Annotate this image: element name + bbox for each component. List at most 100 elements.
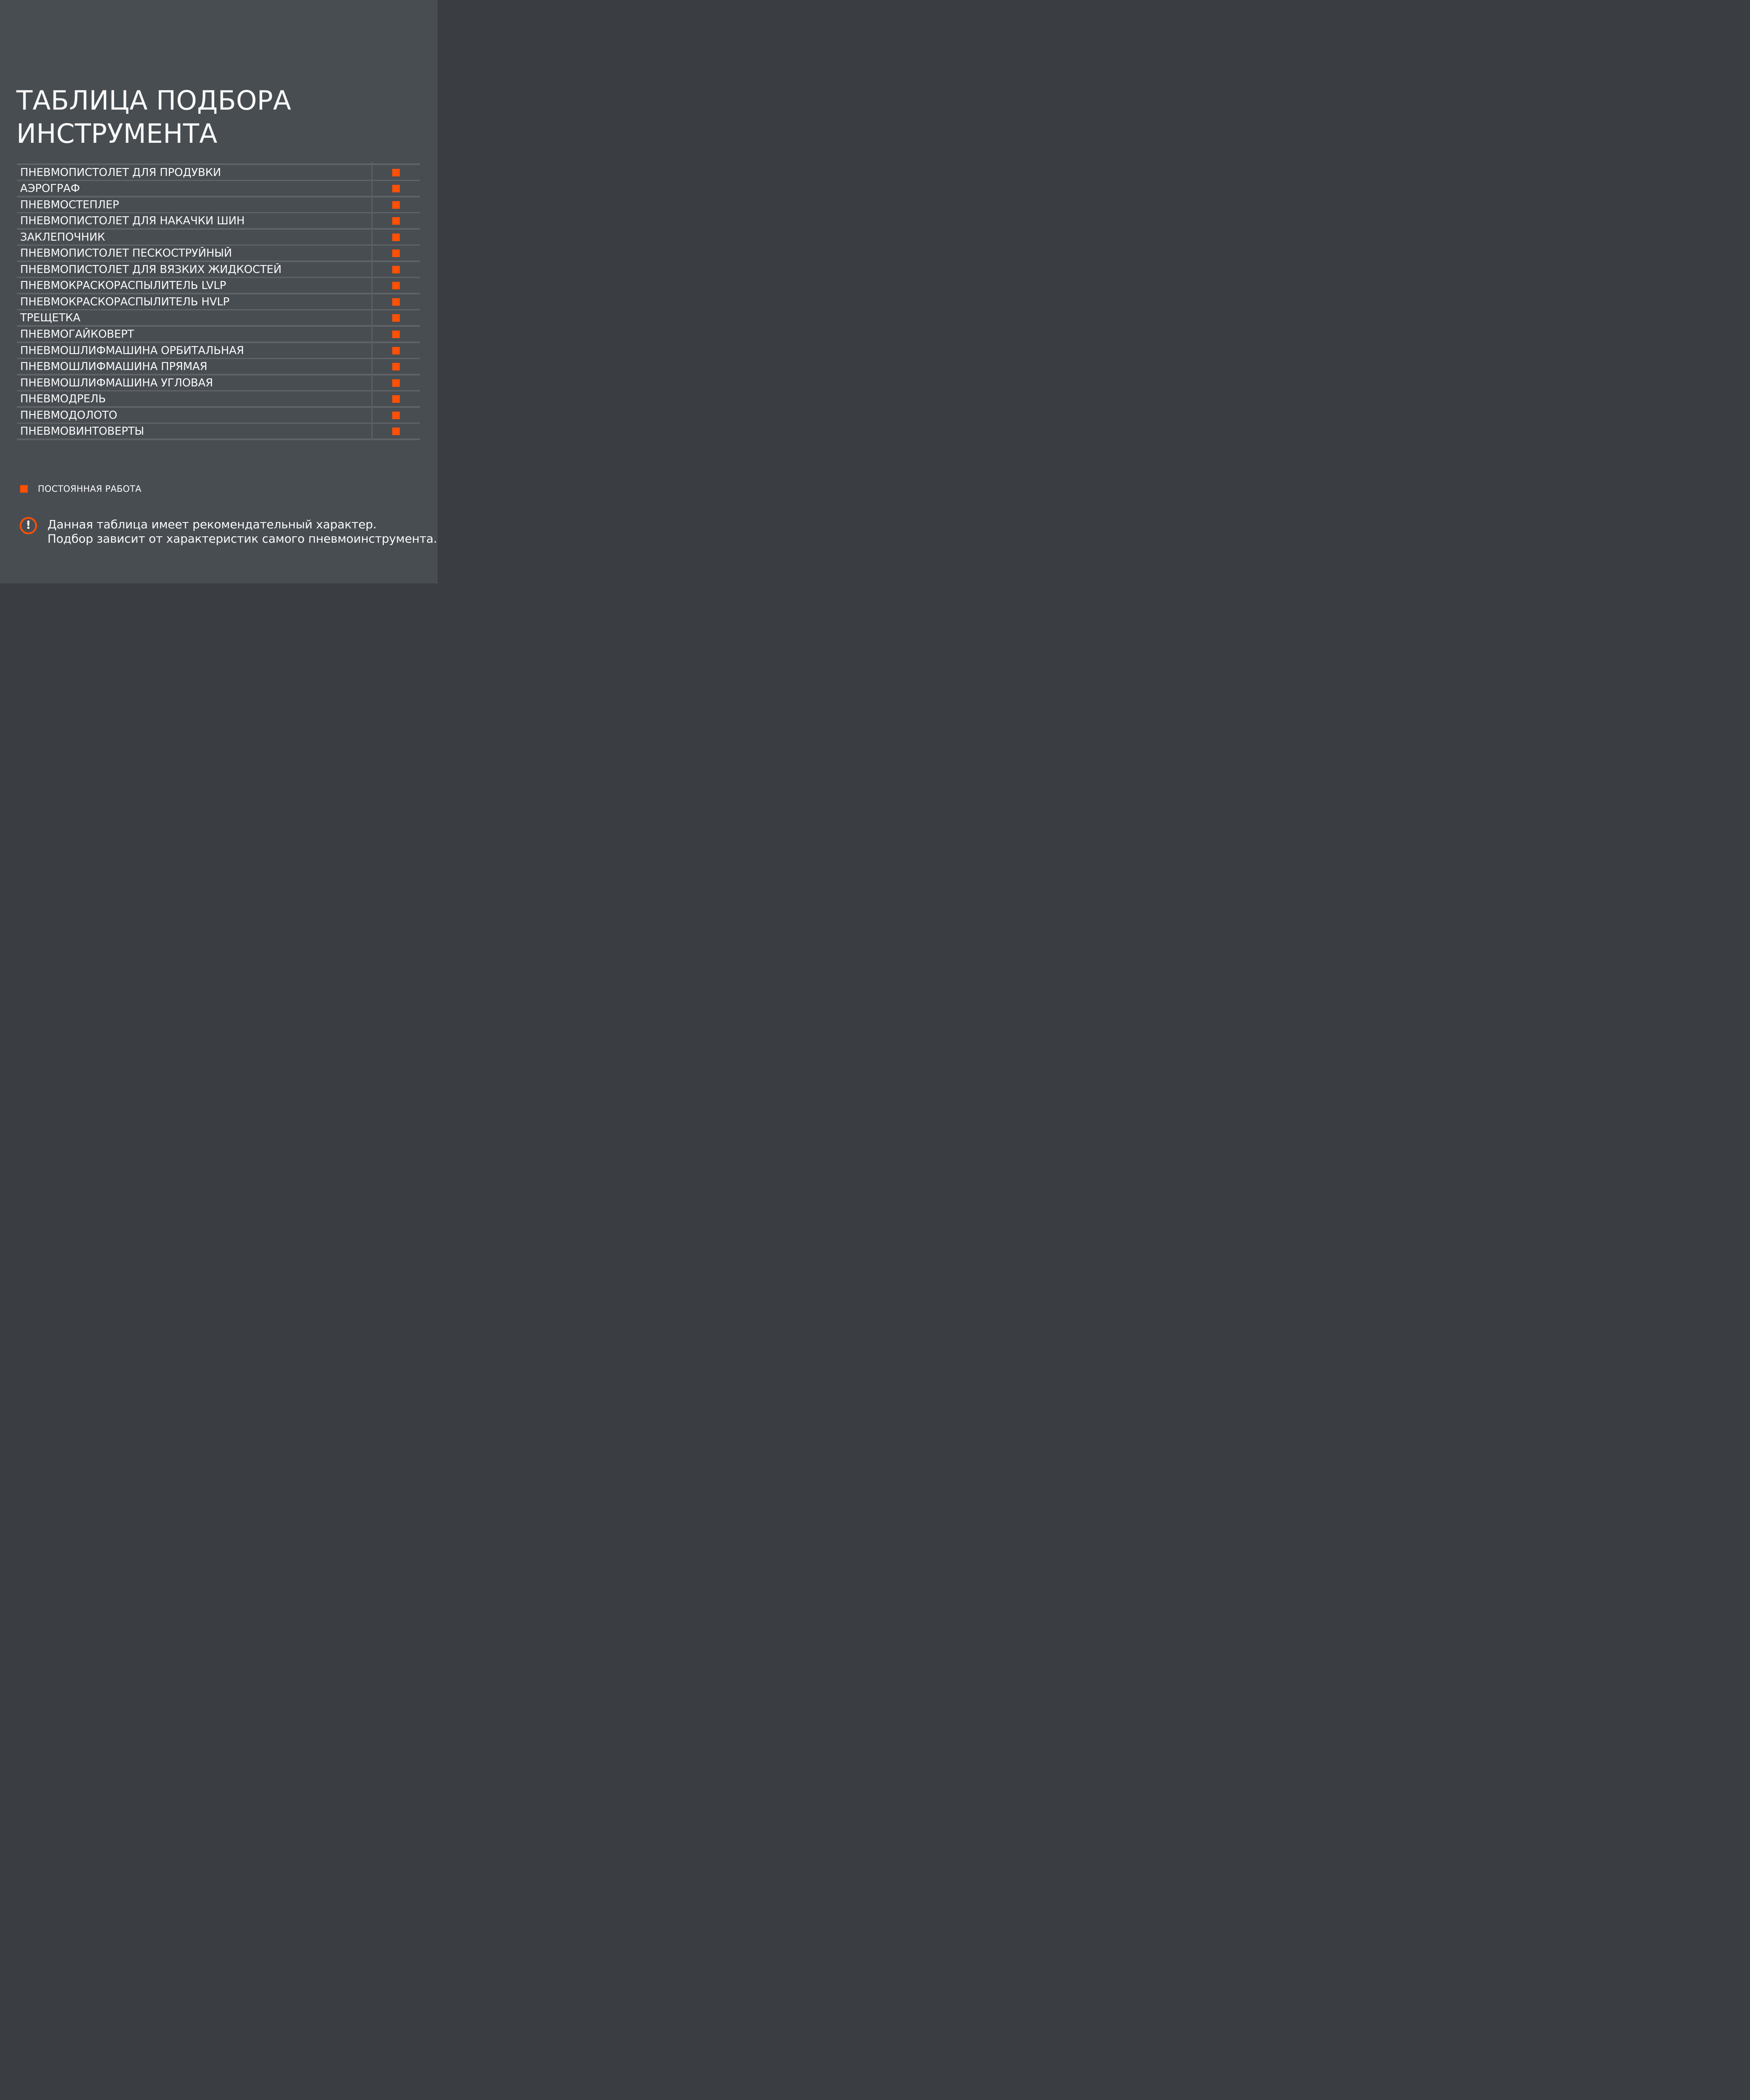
- row-status-cell: [371, 295, 420, 309]
- table-row: ПНЕВМОПИСТОЛЕТ ДЛЯ НАКАЧКИ ШИН: [16, 212, 420, 228]
- status-marker: [392, 298, 400, 306]
- tool-selection-table: ПНЕВМОПИСТОЛЕТ ДЛЯ ПРОДУВКИ АЭРОГРАФ ПНЕ…: [16, 162, 420, 440]
- row-divider-line: [17, 212, 420, 214]
- row-label: ПНЕВМОПИСТОЛЕТ ДЛЯ ВЯЗКИХ ЖИДКОСТЕЙ: [20, 263, 282, 276]
- status-marker: [392, 314, 400, 322]
- note-text: Данная таблица имеет рекомендательный ха…: [47, 517, 437, 546]
- row-divider-line: [17, 244, 420, 246]
- row-label: ТРЕЩЕТКА: [20, 312, 81, 325]
- table-row: ПНЕВМОСТЕПЛЕР: [16, 196, 420, 212]
- status-marker: [392, 395, 400, 403]
- table-column-divider: [371, 162, 373, 440]
- table-row: ПНЕВМОШЛИФМАШИНА ОРБИТАЛЬНАЯ: [16, 341, 420, 358]
- row-status-cell: [371, 214, 420, 228]
- table-row: ЗАКЛЕПОЧНИК: [16, 228, 420, 244]
- row-status-cell: [371, 230, 420, 244]
- page-title-line2: ИНСТРУМЕНТА: [16, 118, 218, 149]
- legend-marker: [20, 485, 28, 493]
- page: ТАБЛИЦА ПОДБОРА ИНСТРУМЕНТА ПНЕВМОПИСТОЛ…: [0, 0, 438, 583]
- row-status-cell: [371, 198, 420, 212]
- row-status-cell: [371, 262, 420, 277]
- row-label: АЭРОГРАФ: [20, 182, 80, 195]
- row-label: ПНЕВМОКРАСКОРАСПЫЛИТЕЛЬ LVLP: [20, 279, 226, 292]
- exclamation-icon: !: [20, 517, 37, 534]
- row-status-cell: [371, 246, 420, 260]
- table-row: ПНЕВМОВИНТОВЕРТЫ: [16, 422, 420, 439]
- row-divider-line: [17, 276, 420, 278]
- note-line2: Подбор зависит от характеристик самого п…: [47, 532, 437, 546]
- row-status-cell: [371, 392, 420, 406]
- status-marker: [392, 363, 400, 371]
- row-label: ПНЕВМОПИСТОЛЕТ ДЛЯ НАКАЧКИ ШИН: [20, 215, 245, 228]
- row-label: ПНЕВМОШЛИФМАШИНА ПРЯМАЯ: [20, 360, 207, 373]
- status-marker: [392, 185, 400, 193]
- status-marker: [392, 428, 400, 436]
- row-divider-line: [17, 325, 420, 327]
- row-status-cell: [371, 181, 420, 196]
- row-divider-line: [17, 163, 420, 165]
- row-label: ПНЕВМОКРАСКОРАСПЫЛИТЕЛЬ HVLP: [20, 295, 230, 308]
- table-row: ПНЕВМОПИСТОЛЕТ ДЛЯ ВЯЗКИХ ЖИДКОСТЕЙ: [16, 260, 420, 277]
- row-divider-line: [17, 196, 420, 197]
- row-label: ПНЕВМОГАЙКОВЕРТ: [20, 328, 134, 341]
- row-status-cell: [371, 424, 420, 438]
- row-status-cell: [371, 165, 420, 180]
- status-marker: [392, 217, 400, 225]
- table-row: ПНЕВМОГАЙКОВЕРТ: [16, 325, 420, 341]
- page-title: ТАБЛИЦА ПОДБОРА ИНСТРУМЕНТА: [16, 84, 438, 150]
- row-status-cell: [371, 311, 420, 325]
- status-marker: [392, 379, 400, 387]
- row-divider-line: [17, 179, 420, 181]
- row-divider-line: [17, 390, 420, 392]
- row-divider-line: [17, 341, 420, 343]
- table-row: ПНЕВМОПИСТОЛЕТ ДЛЯ ПРОДУВКИ: [16, 163, 420, 180]
- table-row: ПНЕВМОШЛИФМАШИНА ПРЯМАЯ: [16, 357, 420, 374]
- row-divider-line: [17, 260, 420, 262]
- row-label: ПНЕВМОДРЕЛЬ: [20, 393, 106, 406]
- row-status-cell: [371, 327, 420, 341]
- table-row: ПНЕВМОКРАСКОРАСПЫЛИТЕЛЬ LVLP: [16, 276, 420, 293]
- row-label: ПНЕВМОПИСТОЛЕТ ПЕСКОСТРУЙНЫЙ: [20, 247, 232, 260]
- status-marker: [392, 265, 400, 273]
- table-row: ПНЕВМОШЛИФМАШИНА УГЛОВАЯ: [16, 374, 420, 390]
- row-label: ЗАКЛЕПОЧНИК: [20, 231, 105, 244]
- row-label: ПНЕВМОШЛИФМАШИНА ОРБИТАЛЬНАЯ: [20, 344, 244, 357]
- row-label: ПНЕВМОШЛИФМАШИНА УГЛОВАЯ: [20, 376, 213, 389]
- row-status-cell: [371, 408, 420, 423]
- row-divider-line: [17, 374, 420, 375]
- note-line1: Данная таблица имеет рекомендательный ха…: [47, 517, 377, 531]
- table-rows: ПНЕВМОПИСТОЛЕТ ДЛЯ ПРОДУВКИ АЭРОГРАФ ПНЕ…: [16, 163, 420, 438]
- status-marker: [392, 168, 400, 176]
- table-row: ТРЕЩЕТКА: [16, 309, 420, 326]
- table-row: ПНЕВМОДОЛОТО: [16, 406, 420, 423]
- row-divider-line: [17, 422, 420, 424]
- table-row: АЭРОГРАФ: [16, 179, 420, 196]
- row-status-cell: [371, 360, 420, 374]
- status-marker: [392, 201, 400, 209]
- row-label: ПНЕВМОВИНТОВЕРТЫ: [20, 425, 144, 438]
- row-label: ПНЕВМОДОЛОТО: [20, 409, 118, 422]
- status-marker: [392, 233, 400, 241]
- row-status-cell: [371, 376, 420, 390]
- legend-label: ПОСТОЯННАЯ РАБОТА: [38, 483, 142, 494]
- row-divider-line: [17, 357, 420, 360]
- page-title-line1: ТАБЛИЦА ПОДБОРА: [16, 85, 291, 116]
- row-label: ПНЕВМОПИСТОЛЕТ ДЛЯ ПРОДУВКИ: [20, 166, 221, 179]
- row-status-cell: [371, 278, 420, 293]
- row-divider-line: [17, 293, 420, 294]
- exclamation-glyph: !: [26, 518, 31, 532]
- status-marker: [392, 330, 400, 338]
- table-row: ПНЕВМОПИСТОЛЕТ ПЕСКОСТРУЙНЫЙ: [16, 244, 420, 261]
- note: ! Данная таблица имеет рекомендательный …: [20, 517, 438, 546]
- row-divider-line: [17, 406, 420, 408]
- row-status-cell: [371, 344, 420, 358]
- status-marker: [392, 411, 400, 419]
- table-row: ПНЕВМОКРАСКОРАСПЫЛИТЕЛЬ HVLP: [16, 293, 420, 309]
- legend: ПОСТОЯННАЯ РАБОТА: [20, 484, 438, 494]
- row-divider-line: [17, 228, 420, 230]
- status-marker: [392, 249, 400, 257]
- table-bottom-line: [17, 438, 420, 440]
- status-marker: [392, 282, 400, 290]
- row-divider-line: [17, 309, 420, 311]
- table-row: ПНЕВМОДРЕЛЬ: [16, 390, 420, 407]
